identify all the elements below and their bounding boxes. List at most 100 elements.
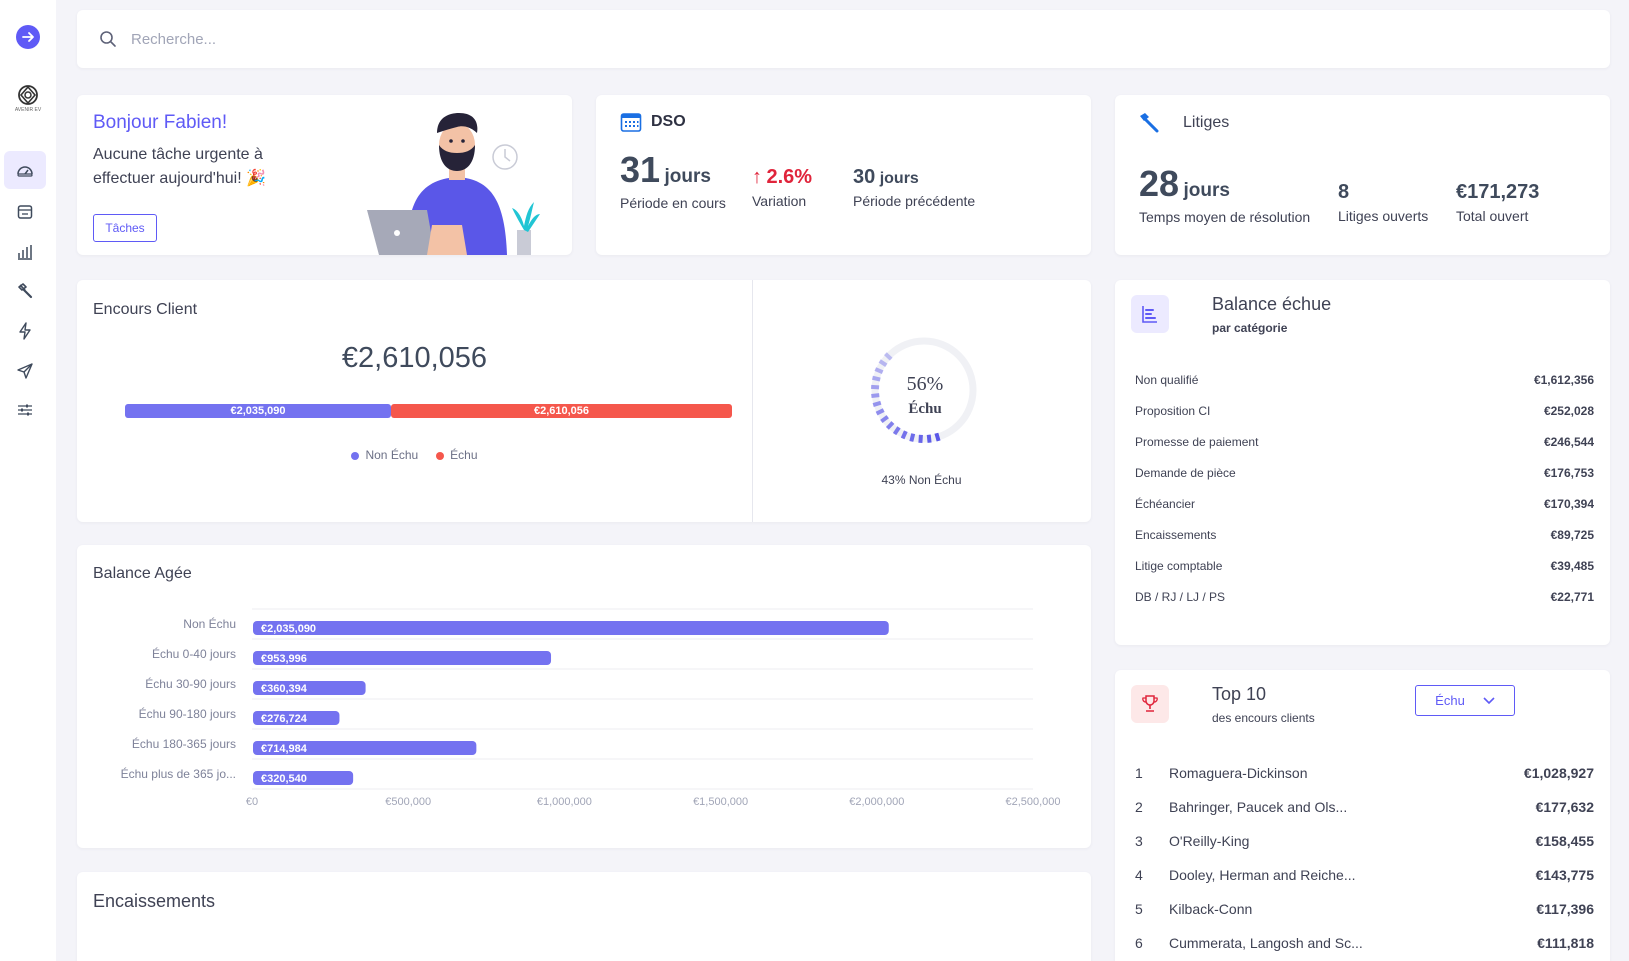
- top10-list: 1 Romaguera-Dickinson €1,028,927 2 Bahringe…: [1135, 756, 1594, 960]
- welcome-card: Bonjour Fabien! Aucune tâche urgente à e…: [77, 95, 572, 255]
- table-row[interactable]: 1 Romaguera-Dickinson €1,028,927: [1135, 756, 1594, 790]
- gauge-tick: [892, 426, 901, 436]
- list-item[interactable]: Non qualifié €1,612,356: [1135, 364, 1594, 395]
- list-item[interactable]: Promesse de paiement €246,544: [1135, 426, 1594, 457]
- calendar-icon: [620, 113, 642, 132]
- bar-segment-non-echu[interactable]: €2,035,090: [125, 404, 391, 418]
- sidebar-item-reports[interactable]: [4, 233, 46, 271]
- rank: 5: [1135, 901, 1143, 917]
- encours-client-card: Encours Client €2,610,056 €2,035,090 €2,…: [77, 280, 1091, 522]
- litiges-avg-value: 28: [1139, 163, 1180, 204]
- gauge-tick: [880, 415, 889, 424]
- send-icon: [17, 363, 33, 379]
- dso-previous: 30 jours Période précédente: [853, 166, 975, 209]
- bar[interactable]: [253, 771, 354, 785]
- dashboard-icon: [17, 166, 33, 177]
- list-item[interactable]: Échéancier €170,394: [1135, 488, 1594, 519]
- top10-filter-value: Échu: [1435, 693, 1465, 708]
- encours-stacked-bar: €2,035,090 €2,610,056: [125, 404, 732, 418]
- sidebar-item-dashboard[interactable]: [4, 151, 46, 189]
- category-value: €1,612,356: [1533, 372, 1594, 387]
- bar-value-label: €714,984: [261, 743, 308, 755]
- top10-icon-box: [1131, 685, 1169, 723]
- dso-title: DSO: [651, 113, 686, 130]
- search-bar: [77, 10, 1610, 68]
- divider: [752, 280, 753, 522]
- encours-legend: Non Échu Échu: [77, 448, 752, 462]
- list-item[interactable]: Proposition CI €252,028: [1135, 395, 1594, 426]
- client-name: Cummerata, Langosh and Sc...: [1169, 935, 1363, 951]
- expand-sidebar-button[interactable]: [16, 25, 40, 49]
- category-value: €39,485: [1550, 558, 1594, 573]
- dso-variation-value: 2.6%: [766, 166, 813, 188]
- bar[interactable]: [253, 621, 889, 635]
- legend-dot-icon: [436, 451, 445, 460]
- sidebar-item-disputes[interactable]: [4, 272, 46, 310]
- category-label: Échéancier: [1135, 496, 1196, 511]
- top10-filter-select[interactable]: Échu: [1415, 685, 1515, 716]
- client-amount: €177,632: [1535, 799, 1594, 815]
- bar-segment-echu[interactable]: €2,610,056: [391, 404, 732, 418]
- dso-variation: ↑ 2.6% Variation: [752, 166, 812, 209]
- list-item[interactable]: Litige comptable €39,485: [1135, 550, 1594, 581]
- litiges-avg-unit: jours: [1183, 180, 1230, 201]
- gauge-ticks: [870, 352, 941, 444]
- legend-item-non-echu[interactable]: Non Échu: [351, 448, 418, 462]
- gauge-tick: [878, 359, 888, 367]
- client-name: Bahringer, Paucek and Ols...: [1169, 799, 1348, 815]
- category-label: Encaissements: [1135, 527, 1217, 542]
- bar[interactable]: [253, 741, 477, 755]
- rank: 6: [1135, 935, 1143, 951]
- litiges-total-value: €171,273: [1456, 181, 1540, 203]
- sidebar-item-settings[interactable]: [4, 391, 46, 429]
- sidebar-item-actions[interactable]: [4, 312, 46, 350]
- category-value: €246,544: [1543, 434, 1594, 449]
- category-label: Demande de pièce: [1135, 465, 1236, 480]
- search-input[interactable]: [131, 30, 731, 48]
- category-label: Proposition CI: [1135, 403, 1211, 418]
- encaissements-title: Encaissements: [93, 891, 216, 911]
- top10-card: Top 10 des encours clients Échu 1 Romague…: [1115, 670, 1610, 961]
- category-label: Échu 90-180 jours: [139, 706, 236, 721]
- hammer-icon: [18, 283, 33, 299]
- company-logo: AVENIR EV: [14, 84, 42, 114]
- table-row[interactable]: 5 Kilback-Conn €117,396: [1135, 892, 1594, 926]
- welcome-message: Aucune tâche urgente à effectuer aujourd…: [93, 146, 267, 187]
- bar[interactable]: [253, 681, 366, 695]
- list-item[interactable]: Encaissements €89,725: [1135, 519, 1594, 550]
- list-item[interactable]: Demande de pièce €176,753: [1135, 457, 1594, 488]
- welcome-title: Bonjour Fabien!: [93, 112, 228, 133]
- gauge-tick: [874, 367, 884, 375]
- bar[interactable]: [253, 711, 340, 725]
- bar-value-label: €320,540: [261, 773, 307, 785]
- legend-dot-icon: [351, 451, 360, 460]
- category-label: Échu 0-40 jours: [152, 646, 236, 661]
- category-label: Échu plus de 365 jo...: [121, 766, 236, 781]
- table-row[interactable]: 6 Cummerata, Langosh and Sc... €111,818: [1135, 926, 1594, 960]
- dso-current: 31 jours Période en cours: [620, 149, 726, 211]
- arrow-right-icon: [22, 32, 34, 42]
- lightning-icon: [19, 322, 31, 340]
- arrow-up-icon: ↑: [752, 166, 762, 188]
- category-label: Promesse de paiement: [1135, 434, 1259, 449]
- tasks-button[interactable]: Tâches: [93, 214, 157, 242]
- bar[interactable]: [253, 651, 552, 665]
- category-value: €22,771: [1550, 589, 1594, 604]
- table-row[interactable]: 3 O'Reilly-King €158,455: [1135, 824, 1594, 858]
- legend-label-echu: Échu: [450, 448, 478, 462]
- x-tick-label: €2,000,000: [849, 796, 904, 808]
- client-amount: €143,775: [1535, 867, 1594, 883]
- echu-gauge: 56% Échu: [870, 337, 977, 444]
- litiges-avg: 28 jours Temps moyen de résolution: [1139, 163, 1310, 225]
- balance-list: Non qualifié €1,612,356 Proposition CI €25…: [1135, 364, 1594, 612]
- legend-item-echu[interactable]: Échu: [436, 448, 478, 462]
- client-name: Dooley, Herman and Reiche...: [1169, 867, 1356, 883]
- table-row[interactable]: 4 Dooley, Herman and Reiche... €143,775: [1135, 858, 1594, 892]
- x-tick-label: €0: [246, 796, 258, 808]
- balance-echue-title: Balance échue: [1212, 294, 1332, 314]
- table-row[interactable]: 2 Bahringer, Paucek and Ols... €177,632: [1135, 790, 1594, 824]
- sidebar-item-tasks[interactable]: [4, 193, 46, 231]
- category-value: €176,753: [1543, 465, 1594, 480]
- sidebar-item-send[interactable]: [4, 352, 46, 390]
- list-item[interactable]: DB / RJ / LJ / PS €22,771: [1135, 581, 1594, 612]
